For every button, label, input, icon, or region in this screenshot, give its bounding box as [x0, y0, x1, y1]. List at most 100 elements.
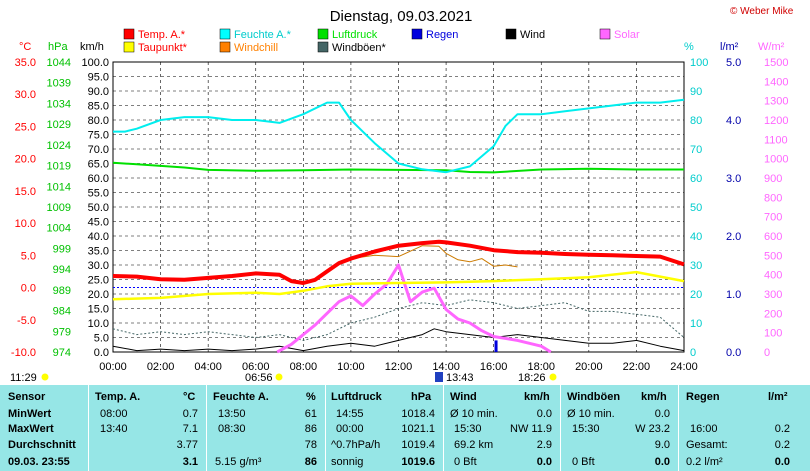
- pressure-max: 1021.1: [401, 423, 435, 435]
- grid-lines: [113, 62, 684, 352]
- sunrise-icon: [275, 373, 283, 381]
- rain-total-label: Gesamt:: [686, 439, 728, 451]
- temp-unit: °C: [183, 391, 196, 403]
- legend-swatch: [219, 41, 231, 53]
- rain-current: 0.2 l/m²: [686, 456, 723, 468]
- wind-tick-label: 30.0: [88, 260, 109, 272]
- pressure-tick-label: 994: [53, 264, 71, 276]
- rain-tick-label: 5.0: [726, 57, 741, 69]
- gusts-max-time: 15:30: [572, 423, 600, 435]
- humidity-tick-label: 70: [690, 144, 702, 156]
- humidity-min-time: 13:50: [218, 408, 246, 420]
- rain-tick-label: 1.0: [726, 289, 741, 301]
- wind-tick-label: 40.0: [88, 231, 109, 243]
- humidity-max-time: 08:30: [218, 423, 246, 435]
- solar-tick-label: 400: [764, 270, 782, 282]
- pressure-tick-label: 1004: [47, 223, 71, 235]
- legend-swatch: [123, 28, 135, 40]
- legend-label: Windchill: [234, 42, 278, 54]
- day-length-label: 11:29: [10, 372, 37, 384]
- solar-tick-label: 100: [764, 328, 782, 340]
- pressure-tick-label: 1034: [47, 98, 71, 110]
- wind-current: 0.0: [536, 456, 552, 468]
- legend-label: Solar: [614, 29, 640, 41]
- temp-tick-label: 0.0: [21, 283, 36, 295]
- pressure-tick-label: 1039: [47, 78, 71, 90]
- legend-swatch: [123, 41, 135, 53]
- wind-tick-label: 70.0: [88, 144, 109, 156]
- wind-tick-label: 85.0: [88, 101, 109, 113]
- legend-label: Temp. A.*: [138, 29, 186, 41]
- wind-max-time: 15:30: [454, 423, 482, 435]
- legend: Temp. A.* Feuchte A.* Luftdruck Regen Wind So…: [123, 28, 640, 54]
- humidity-tick-label: 30: [690, 260, 702, 272]
- wind-avg: 2.9: [536, 439, 552, 451]
- temp-tick-label: -10.0: [11, 347, 36, 359]
- wind-tick-label: 100.0: [81, 57, 109, 69]
- solar-tick-label: 1100: [764, 134, 788, 146]
- solar-tick-label: 900: [764, 173, 782, 185]
- solar-tick-label: 600: [764, 231, 782, 243]
- series-line-wind: [112, 328, 685, 352]
- wind-tick-label: 65.0: [88, 159, 109, 171]
- x-tick-label: 14:00: [432, 361, 460, 373]
- legend-swatch: [599, 28, 611, 40]
- row-label-min: MinWert: [8, 408, 52, 420]
- pressure-header: Luftdruck: [331, 391, 382, 403]
- pressure-tick-label: 999: [53, 243, 71, 255]
- humidity-tick-label: 0: [690, 347, 696, 359]
- weather-chart: Dienstag, 09.03.2021 © Weber Mike Temp. …: [10, 6, 794, 384]
- wind-min-label: Ø 10 min.: [450, 408, 498, 420]
- x-tick-label: 22:00: [623, 361, 651, 373]
- wind-tick-label: 55.0: [88, 188, 109, 200]
- series-group: [112, 98, 685, 354]
- temp-tick-label: 10.0: [15, 218, 36, 230]
- sunrise-label: 06:56: [245, 372, 273, 384]
- humidity-tick-label: 10: [690, 318, 702, 330]
- chart-title: Dienstag, 09.03.2021: [330, 8, 473, 25]
- legend-label: Feuchte A.*: [234, 29, 292, 41]
- humidity-avg: 78: [304, 439, 317, 451]
- pressure-max-time: 00:00: [336, 423, 364, 435]
- legend-swatch: [219, 28, 231, 40]
- statistics-table: Sensor MinWert MaxWert Durchschnitt 09.0…: [0, 385, 810, 471]
- wind-tick-label: 25.0: [88, 275, 109, 287]
- row-label-max: MaxWert: [8, 423, 54, 435]
- legend-label: Windböen*: [332, 42, 387, 54]
- pressure-unit: hPa: [411, 391, 432, 403]
- legend-label: Wind: [520, 29, 545, 41]
- wind-unit: km/h: [524, 391, 550, 403]
- solar-tick-label: 200: [764, 308, 782, 320]
- wind-tick-label: 60.0: [88, 173, 109, 185]
- pressure-tick-label: 1024: [47, 140, 71, 152]
- rain-bar: [494, 340, 498, 352]
- rain-current-bold: 0.0: [774, 456, 790, 468]
- rain-tick-label: 0.0: [726, 347, 741, 359]
- solar-tick-label: 1200: [764, 115, 788, 127]
- x-tick-label: 08:00: [290, 361, 318, 373]
- sunset-label: 18:26: [518, 372, 546, 384]
- x-tick-label: 00:00: [99, 361, 127, 373]
- x-tick-label: 18:00: [527, 361, 555, 373]
- temp-max-time: 13:40: [100, 423, 128, 435]
- wind-tick-label: 95.0: [88, 72, 109, 84]
- pressure-tick-label: 989: [53, 285, 71, 297]
- wind-tick-label: 50.0: [88, 202, 109, 214]
- wind-tick-label: 90.0: [88, 86, 109, 98]
- humidity-unit-label: %: [684, 41, 694, 53]
- gusts-min: 0.0: [654, 408, 670, 420]
- humidity-tick-label: 40: [690, 231, 702, 243]
- temp-tick-label: 30.0: [15, 89, 36, 101]
- x-tick-label: 16:00: [480, 361, 508, 373]
- rain-max-time: 16:00: [690, 423, 718, 435]
- rain-max: 0.2: [774, 423, 790, 435]
- sun-max-icon: [435, 372, 443, 382]
- humidity-tick-label: 100: [690, 57, 708, 69]
- x-tick-label: 12:00: [385, 361, 413, 373]
- gusts-header: Windböen: [567, 391, 621, 403]
- solar-tick-label: 1300: [764, 96, 788, 108]
- pressure-tick-label: 984: [53, 306, 71, 318]
- sun-max-label: 13:43: [446, 372, 474, 384]
- legend-label: Taupunkt*: [138, 42, 188, 54]
- temp-max: 7.1: [182, 423, 198, 435]
